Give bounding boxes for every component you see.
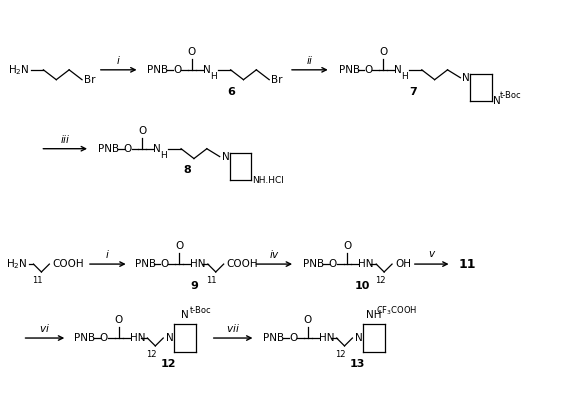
- Text: $i$: $i$: [105, 248, 110, 260]
- Text: $vii$: $vii$: [226, 322, 240, 334]
- Text: 12: 12: [335, 350, 346, 359]
- Text: PNB: PNB: [74, 333, 95, 343]
- Text: PNB: PNB: [303, 259, 324, 269]
- Text: PNB: PNB: [98, 144, 119, 154]
- Text: Br: Br: [271, 75, 282, 85]
- Text: N: N: [222, 152, 230, 162]
- Text: O: O: [175, 241, 183, 251]
- Text: N: N: [203, 65, 210, 75]
- Text: $i$: $i$: [116, 54, 121, 66]
- Text: COOH: COOH: [227, 259, 258, 269]
- Text: COOH: COOH: [52, 259, 84, 269]
- Text: 7: 7: [409, 86, 417, 97]
- Text: PNB: PNB: [135, 259, 156, 269]
- Text: O: O: [343, 241, 352, 251]
- Text: O: O: [114, 315, 123, 325]
- Text: PNB: PNB: [148, 65, 169, 75]
- Text: H$_2$N: H$_2$N: [8, 63, 29, 77]
- Text: H: H: [210, 72, 217, 81]
- Text: $iv$: $iv$: [268, 248, 280, 260]
- Text: O: O: [138, 126, 146, 136]
- Text: 10: 10: [355, 281, 370, 291]
- Text: N: N: [154, 144, 161, 154]
- Text: PNB: PNB: [339, 65, 360, 75]
- Text: HN: HN: [319, 333, 334, 343]
- Text: N: N: [462, 73, 470, 83]
- Text: t-Boc: t-Boc: [190, 306, 212, 315]
- Text: O: O: [289, 333, 297, 343]
- Text: N: N: [355, 333, 363, 343]
- Text: O: O: [160, 259, 169, 269]
- Text: 12: 12: [375, 276, 386, 285]
- Text: NH: NH: [366, 310, 382, 320]
- Text: O: O: [379, 47, 387, 57]
- Text: $v$: $v$: [428, 249, 436, 259]
- Text: O: O: [329, 259, 337, 269]
- Text: N: N: [181, 310, 189, 320]
- Text: HN: HN: [190, 259, 206, 269]
- Text: 12: 12: [161, 359, 176, 369]
- Text: HN: HN: [359, 259, 374, 269]
- Text: O: O: [124, 144, 132, 154]
- Text: HN: HN: [130, 333, 145, 343]
- Text: N: N: [493, 96, 501, 106]
- Text: O: O: [364, 65, 373, 75]
- Text: Br: Br: [84, 75, 96, 85]
- Text: $ii$: $ii$: [306, 54, 314, 66]
- Text: 8: 8: [183, 166, 191, 176]
- Text: t-Boc: t-Boc: [500, 91, 522, 100]
- Text: H: H: [160, 151, 167, 160]
- Text: 11: 11: [32, 276, 43, 285]
- Text: O: O: [100, 333, 108, 343]
- Text: 9: 9: [190, 281, 198, 291]
- Text: CF$_3$COOH: CF$_3$COOH: [376, 304, 417, 317]
- Text: N: N: [394, 65, 402, 75]
- Text: H: H: [401, 72, 408, 81]
- Text: 11: 11: [206, 276, 217, 285]
- Text: $iii$: $iii$: [60, 133, 70, 145]
- Text: O: O: [304, 315, 312, 325]
- Text: O: O: [173, 65, 182, 75]
- Text: OH: OH: [395, 259, 411, 269]
- Text: NH.HCl: NH.HCl: [253, 176, 284, 185]
- Text: 13: 13: [350, 359, 365, 369]
- Text: 6: 6: [227, 86, 236, 97]
- Text: O: O: [188, 47, 196, 57]
- Text: $vi$: $vi$: [39, 322, 50, 334]
- Text: H$_2$N: H$_2$N: [6, 257, 28, 271]
- Text: PNB: PNB: [263, 333, 284, 343]
- Text: 12: 12: [146, 350, 156, 359]
- Text: N: N: [166, 333, 174, 343]
- Text: 11: 11: [458, 258, 476, 271]
